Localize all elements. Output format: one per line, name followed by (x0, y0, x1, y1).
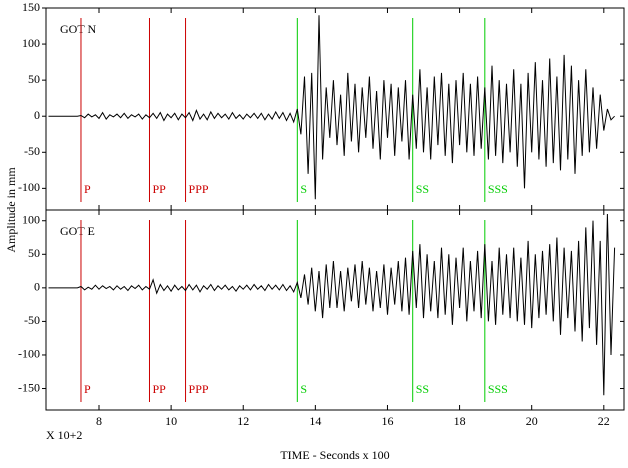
y-tick-label: 150 (22, 0, 40, 14)
phase-label: SSS (488, 382, 508, 396)
phase-label: P (84, 182, 91, 196)
y-tick-label: 100 (22, 212, 40, 226)
phase-label: PP (152, 182, 166, 196)
y-tick-label: -150 (18, 380, 40, 394)
phase-label: SSS (488, 182, 508, 196)
x-tick-label: 14 (309, 414, 321, 428)
y-tick-label: -100 (18, 347, 40, 361)
y-tick-label: -100 (18, 180, 40, 194)
x-tick-label: 12 (237, 414, 249, 428)
y-tick-label: 100 (22, 36, 40, 50)
x-tick-label: 22 (598, 414, 610, 428)
phase-label: P (84, 382, 91, 396)
x-tick-label: 18 (454, 414, 466, 428)
y-tick-label: 50 (28, 246, 40, 260)
y-tick-label: 0 (34, 108, 40, 122)
phase-label: S (300, 182, 307, 196)
phase-label: PPP (189, 182, 209, 196)
x-tick-label: 20 (526, 414, 538, 428)
trace-label: GOT E (60, 224, 95, 238)
x-tick-label: 10 (165, 414, 177, 428)
x-axis-label: TIME - Seconds x 100 (280, 448, 389, 462)
y-tick-label: 50 (28, 72, 40, 86)
x-multiplier: X 10+2 (46, 428, 82, 442)
panel-frame (45, 209, 625, 411)
phase-label: PPP (189, 382, 209, 396)
x-tick-label: 8 (96, 414, 102, 428)
waveform (48, 15, 615, 200)
x-tick-label: 16 (381, 414, 393, 428)
phase-label: SS (416, 382, 429, 396)
waveform (48, 213, 616, 396)
y-tick-label: 0 (34, 280, 40, 294)
phase-label: PP (152, 382, 166, 396)
phase-label: S (300, 382, 307, 396)
y-tick-label: -50 (24, 144, 40, 158)
phase-label: SS (416, 182, 429, 196)
y-tick-label: -50 (24, 313, 40, 327)
y-axis-label: Amplitude in mm (4, 167, 18, 253)
trace-label: GOT N (60, 22, 96, 36)
